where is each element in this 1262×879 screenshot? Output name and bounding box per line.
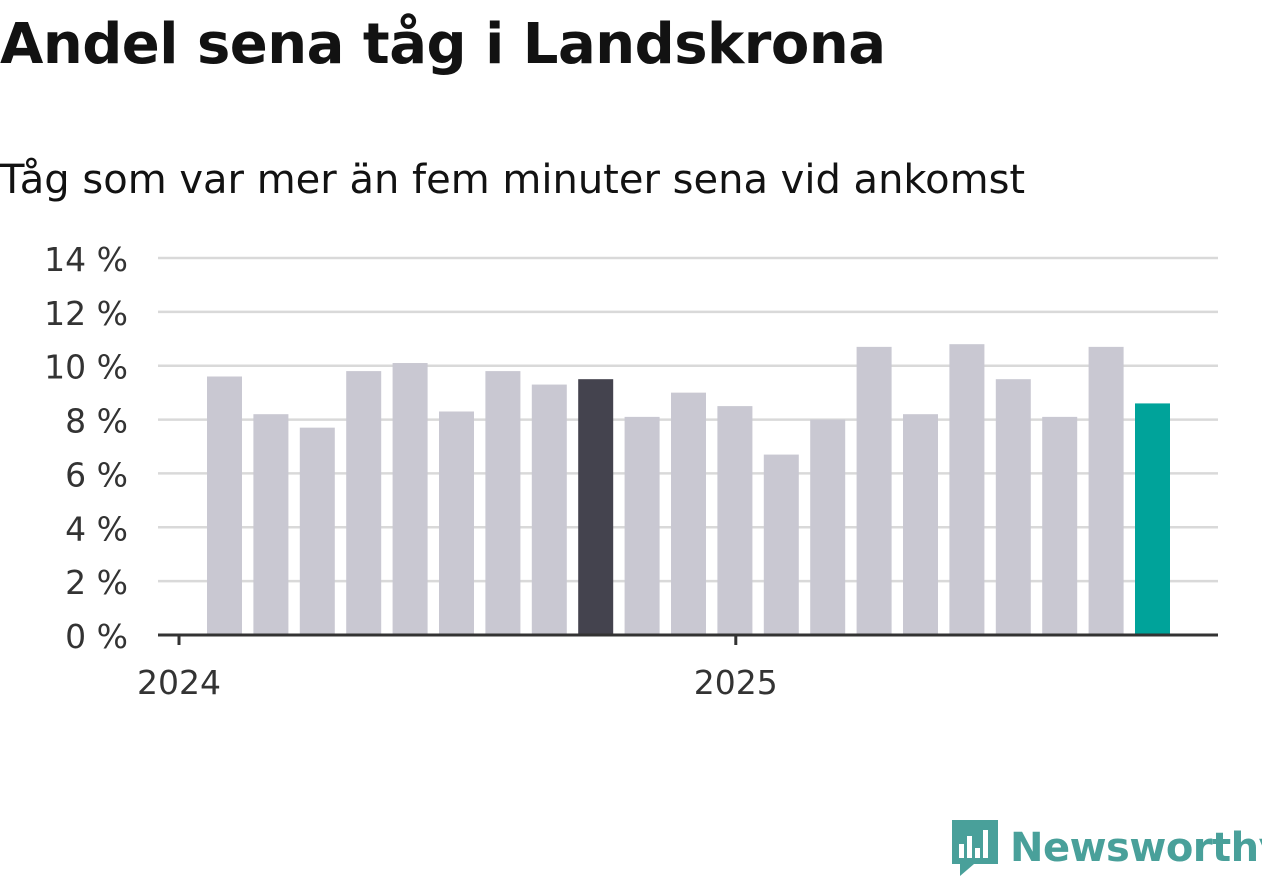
bar-2025-08[interactable] bbox=[1088, 346, 1124, 635]
bar-2024-02[interactable] bbox=[253, 414, 289, 635]
bar-2024-05[interactable] bbox=[392, 363, 428, 635]
bar-2025-02[interactable] bbox=[810, 419, 846, 635]
bar-2025-07[interactable] bbox=[1042, 416, 1078, 635]
y-tick-label: 0 % bbox=[65, 617, 128, 656]
chart-title: Andel sena tåg i Landskrona bbox=[0, 12, 886, 77]
x-tick-label: 2025 bbox=[694, 663, 778, 702]
bars bbox=[207, 344, 1170, 635]
bar-2024-04[interactable] bbox=[346, 371, 382, 635]
bar-2024-06[interactable] bbox=[439, 411, 474, 635]
bar-2025-04[interactable] bbox=[903, 414, 938, 635]
y-tick-label: 2 % bbox=[65, 563, 128, 602]
bar-2024-12[interactable] bbox=[717, 406, 753, 635]
bar-2024-03[interactable] bbox=[299, 427, 335, 635]
bar-2024-09[interactable] bbox=[578, 379, 614, 635]
y-tick-label: 14 % bbox=[44, 240, 128, 279]
y-tick-label: 12 % bbox=[44, 294, 128, 333]
y-tick-label: 4 % bbox=[65, 509, 128, 548]
bar-2025-01[interactable] bbox=[763, 454, 799, 635]
y-tick-label: 6 % bbox=[65, 455, 128, 494]
bar-2024-11[interactable] bbox=[671, 392, 706, 635]
x-axis: 2024 2025 bbox=[137, 633, 1218, 702]
bar-2024-08[interactable] bbox=[531, 384, 567, 635]
newsworthy-logo[interactable]: Newsworthy bbox=[950, 818, 1262, 878]
y-tick-label: 8 % bbox=[65, 402, 128, 441]
bar-2024-07[interactable] bbox=[485, 371, 521, 635]
y-axis: 0 % 2 % 4 % 6 % 8 % 10 % 12 % 14 % bbox=[44, 240, 128, 656]
chart-subtitle: Tåg som var mer än fem minuter sena vid … bbox=[0, 157, 1026, 203]
bar-2025-09[interactable] bbox=[1135, 403, 1170, 635]
bar-2025-03[interactable] bbox=[856, 346, 892, 635]
x-tick-label: 2024 bbox=[137, 663, 221, 702]
bar-2024-01[interactable] bbox=[207, 376, 242, 635]
newsworthy-logo-icon bbox=[952, 820, 998, 876]
brand-name: Newsworthy bbox=[1010, 825, 1262, 871]
bar-2024-10[interactable] bbox=[624, 416, 660, 635]
y-tick-label: 10 % bbox=[44, 348, 128, 387]
bar-2025-06[interactable] bbox=[995, 379, 1031, 635]
bar-2025-05[interactable] bbox=[949, 344, 985, 635]
